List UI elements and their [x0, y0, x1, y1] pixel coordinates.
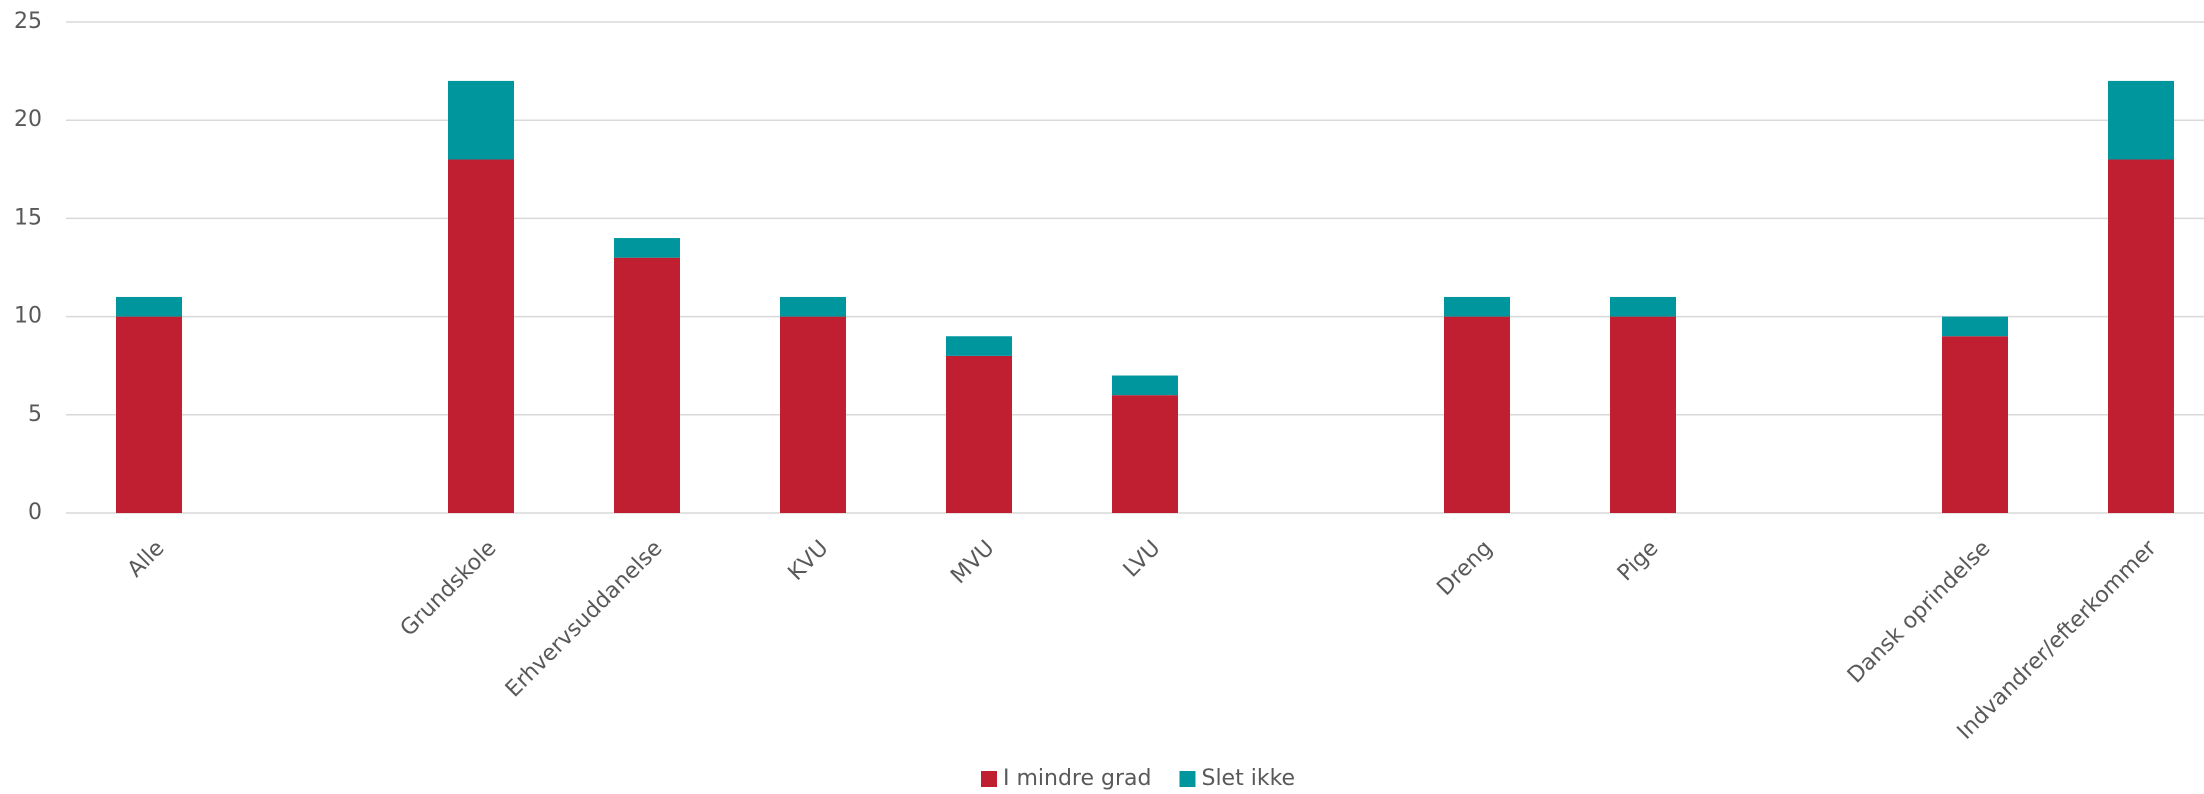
bar-segment	[1610, 316, 1676, 513]
bar-segment	[2108, 159, 2174, 514]
bar-segment	[614, 257, 680, 513]
y-tick-label: 0	[28, 500, 42, 525]
bar-segment	[448, 159, 514, 514]
x-tick-label: Alle	[123, 536, 170, 583]
bar-segment	[116, 316, 182, 513]
x-tick-label: Grundskole	[396, 536, 502, 642]
legend-label: Slet ikke	[1201, 766, 1295, 791]
y-tick-label: 15	[14, 205, 42, 230]
x-tick-label: MVU	[946, 536, 999, 589]
y-tick-label: 20	[14, 107, 42, 132]
x-tick-label: Dansk oprindelse	[1843, 536, 1996, 689]
x-tick-label: Pige	[1613, 536, 1663, 586]
bar-segment	[946, 336, 1012, 356]
bar-segment	[1112, 395, 1178, 513]
legend-swatch	[981, 771, 997, 787]
bar-segment	[614, 238, 680, 258]
bar-segment	[780, 316, 846, 513]
bar-segment	[1444, 316, 1510, 513]
x-tick-label: Erhvervsuddanelse	[501, 536, 668, 703]
x-tick-label: KVU	[784, 536, 834, 586]
bar-segment	[448, 80, 514, 160]
x-tick-label: Indvandrer/efterkommer	[1953, 535, 2162, 744]
bar-segment	[1942, 336, 2008, 513]
legend-swatch	[1179, 771, 1196, 787]
bar-segment	[116, 296, 182, 317]
bar-segment	[946, 355, 1012, 513]
bar-segment	[1942, 316, 2008, 337]
bar-segment	[1444, 296, 1510, 317]
y-tick-label: 10	[14, 304, 42, 329]
x-tick-label: Dreng	[1432, 536, 1497, 601]
bar-segment	[1112, 375, 1178, 396]
bar-segment	[1610, 296, 1676, 317]
bar-segment	[780, 296, 846, 317]
bar-segment	[2108, 80, 2174, 160]
y-tick-label: 25	[14, 9, 42, 34]
legend-label: I mindre grad	[1003, 766, 1151, 791]
y-tick-label: 5	[28, 402, 42, 427]
x-tick-label: LVU	[1119, 536, 1166, 583]
